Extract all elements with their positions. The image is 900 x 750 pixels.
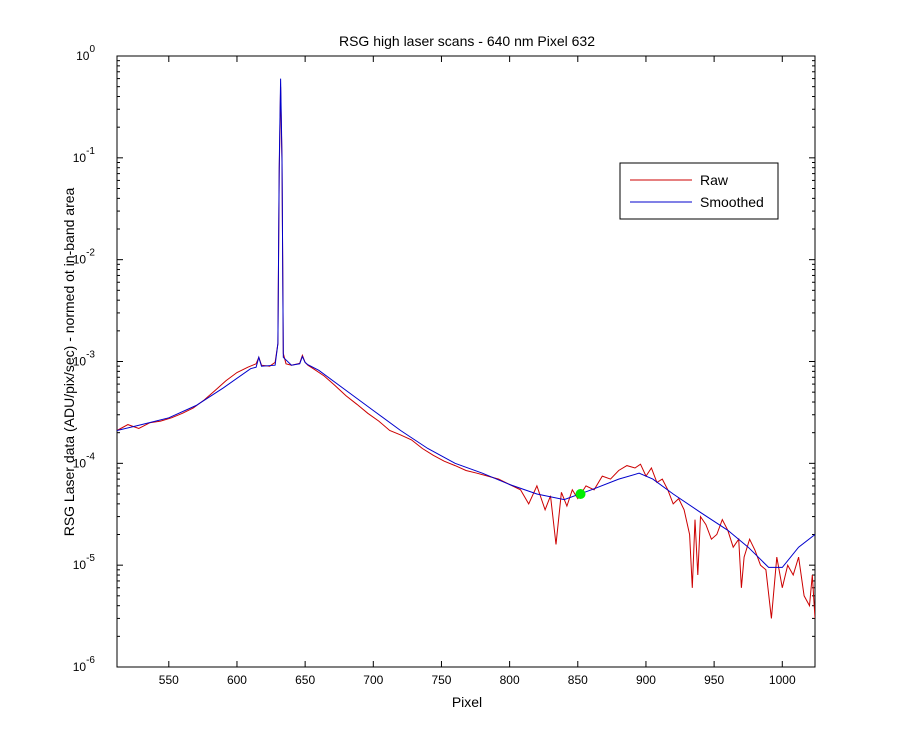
x-axis-label: Pixel [452, 694, 482, 710]
x-tick-label: 750 [431, 673, 451, 687]
plot-area: 550 600 650 700 750 800 850 900 950 100010-610-51… [73, 44, 816, 687]
series-group [117, 78, 815, 619]
x-tick-label: 950 [704, 673, 724, 687]
legend-label: Raw [700, 172, 729, 188]
y-tick-exponent: -4 [86, 451, 95, 462]
y-tick-label: 10-3 [73, 350, 96, 369]
legend-label: Smoothed [700, 194, 764, 210]
x-tick-label: 850 [568, 673, 588, 687]
legend-box [619, 162, 779, 220]
y-tick-exponent: -6 [86, 655, 95, 666]
x-tick-label: 900 [636, 673, 656, 687]
y-tick-label: 10-6 [73, 655, 96, 674]
series-line-raw [117, 86, 815, 619]
y-tick-base: 10 [73, 253, 87, 267]
y-tick-label: 10-4 [73, 451, 96, 470]
highlight-point [575, 488, 586, 499]
y-tick-exponent: 0 [89, 44, 95, 55]
x-tick-label: 800 [500, 673, 520, 687]
y-tick-exponent: -5 [86, 553, 95, 564]
x-tick-label: 700 [363, 673, 383, 687]
plot-frame [116, 55, 816, 668]
y-tick-exponent: -1 [86, 146, 95, 157]
series-line-smoothed [117, 78, 815, 568]
legend: Raw Smoothed [619, 162, 779, 220]
y-tick-base: 10 [73, 355, 87, 369]
y-tick-base: 10 [73, 456, 87, 470]
x-tick-label: 550 [159, 673, 179, 687]
y-tick-base: 10 [73, 558, 87, 572]
chart-title: RSG high laser scans - 640 nm Pixel 632 [339, 33, 595, 49]
x-tick-label: 1000 [769, 673, 796, 687]
y-tick-label: 10-5 [73, 553, 96, 572]
y-tick-base: 10 [76, 49, 90, 63]
x-tick-label: 650 [295, 673, 315, 687]
y-tick-exponent: -2 [86, 248, 95, 259]
y-tick-label: 10-2 [73, 248, 96, 267]
y-tick-label: 10-1 [73, 146, 96, 165]
y-tick-exponent: -3 [86, 350, 95, 361]
y-tick-label: 100 [76, 44, 95, 63]
y-axis-label: RSG Laser data (ADU/pix/sec) - normed ot… [61, 187, 77, 536]
y-tick-base: 10 [73, 660, 87, 674]
y-tick-base: 10 [73, 151, 87, 165]
x-tick-label: 600 [227, 673, 247, 687]
